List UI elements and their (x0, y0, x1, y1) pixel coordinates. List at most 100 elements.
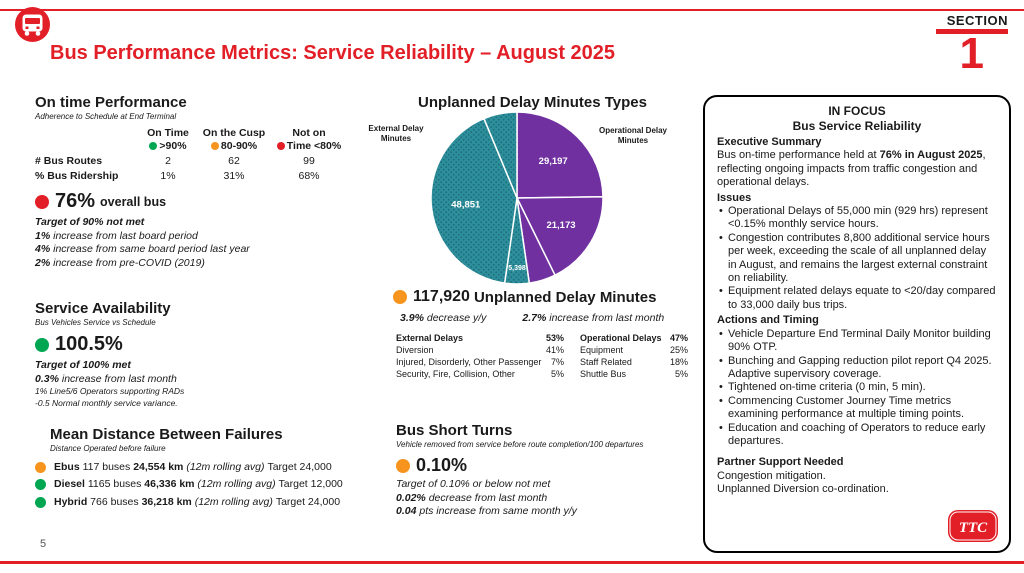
action-item: Education and coaching of Operators to r… (717, 422, 997, 449)
otp-note: 2% increase from pre-COVID (2019) (35, 257, 205, 270)
breakdown-row: Injured, Disorderly, Other Passenger 7% (396, 357, 564, 368)
delay-total-label: Unplanned Delay Minutes (473, 288, 657, 306)
actions-list: Vehicle Departure End Terminal Daily Mon… (717, 328, 997, 449)
bottom-divider (0, 561, 1024, 564)
issues-heading: Issues (717, 191, 752, 204)
external-delays-column: External Delays 53% Diversion 41% Injured,… (396, 333, 564, 380)
operational-delay-label: Operational Delay Minutes (598, 126, 668, 145)
delay-stat: 3.9% decrease y/y (400, 312, 487, 324)
breakdown-row: Staff Related 18% (580, 357, 688, 368)
mdbf-item-diesel: Diesel 1165 buses 46,336 km (12m rolling… (35, 476, 400, 493)
pie-data-label: 48,851 (451, 199, 481, 210)
pie-data-label: 29,197 (539, 156, 568, 167)
otp-headline: 76% overall bus (35, 190, 375, 213)
otp-value: 76% (55, 190, 96, 213)
issue-item: Equipment related delays equate to <20/d… (717, 285, 997, 312)
orange-status-icon (210, 141, 219, 150)
otp-col-on-time: On Time >90% (147, 127, 189, 152)
action-item: Commencing Customer Journey Time metrics… (717, 395, 997, 422)
executive-summary-heading: Executive Summary (717, 136, 822, 148)
availability-small-note: 1% Line5/6 Operators supporting RADs (35, 386, 185, 397)
orange-status-icon (396, 458, 410, 473)
availability-value: 100.5% (55, 333, 123, 355)
pie-chart-svg: 29,197 21,173 5,398 48,851 (430, 111, 604, 285)
action-item: Vehicle Departure End Terminal Daily Mon… (717, 328, 997, 355)
short-turns-heading: Bus Short Turns (396, 422, 513, 439)
pie-slice (515, 195, 604, 277)
short-turns-value: 0.10% (416, 455, 468, 475)
otp-cell: 2 (165, 155, 171, 168)
mdbf-item-hybrid: Hybrid 766 buses 36,218 km (12m rolling … (35, 494, 400, 511)
otp-value-label: overall bus (100, 194, 167, 209)
issues-list: Operational Delays of 55,000 min (929 hr… (717, 205, 997, 312)
short-turns-note: Target of 0.10% or below not met (396, 478, 551, 490)
section-number: 1 (959, 29, 984, 78)
breakdown-row: Security, Fire, Collision, Other 5% (396, 369, 564, 380)
operational-delays-column: Operational Delays 47% Equipment 25% Staff… (580, 333, 688, 380)
short-turns-subheading: Vehicle removed from service before rout… (396, 440, 644, 449)
issue-item: Congestion contributes 8,800 additional … (717, 232, 997, 286)
delay-pie-chart: 29,197 21,173 5,398 48,851 (420, 106, 620, 296)
delay-stats: 3.9% decrease y/y 2.7% increase from las… (400, 312, 664, 326)
otp-note: 4% increase from same board period last … (35, 243, 250, 256)
otp-cell: 1% (160, 170, 176, 183)
on-time-performance-section: On time Performance Adherence to Schedul… (35, 94, 375, 271)
ttc-logo: TTC (947, 509, 999, 547)
availability-small-note: -0.5 Normal monthly service variance. (35, 397, 178, 408)
executive-summary-text: Bus on-time performance held at 76% in A… (717, 149, 986, 189)
short-turns-note: 0.02% decrease from last month (396, 491, 548, 504)
green-status-icon (35, 337, 49, 352)
green-status-icon (35, 479, 46, 491)
mdbf-heading: Mean Distance Between Failures (50, 426, 283, 443)
delay-stat: 2.7% increase from last month (522, 312, 665, 324)
mdbf-subheading: Distance Operated before failure (50, 444, 166, 453)
green-status-icon (149, 141, 158, 150)
orange-status-icon (393, 290, 407, 304)
top-divider (0, 9, 1024, 11)
bus-short-turns-section: Bus Short Turns Vehicle removed from ser… (396, 422, 688, 519)
in-focus-panel: IN FOCUS Bus Service Reliability Executi… (703, 95, 1011, 553)
otp-col-on-cusp: On the Cusp 80-90% (202, 127, 266, 152)
service-availability-heading: Service Availability (35, 300, 171, 317)
delay-breakdown-table: External Delays 53% Diversion 41% Injured,… (396, 332, 688, 381)
otp-note: 1% increase from last board period (35, 229, 198, 242)
otp-table: On Time >90% On the Cusp 80-90% Not on T… (35, 127, 375, 182)
delay-total-headline: 117,920 Unplanned Delay Minutes (393, 288, 656, 306)
on-time-performance-heading: On time Performance (35, 94, 187, 111)
availability-note: Target of 100% met (35, 359, 131, 371)
otp-row-label: % Bus Ridership (35, 170, 119, 183)
otp-row-label: # Bus Routes (35, 155, 103, 168)
partner-support-line: Congestion mitigation. (717, 469, 826, 482)
breakdown-row: Diversion 41% (396, 345, 564, 356)
bus-icon (14, 6, 51, 48)
pie-slice (430, 117, 518, 284)
action-item: Tightened on-time criteria (0 min, 5 min… (717, 381, 997, 395)
short-turns-headline: 0.10% (396, 455, 688, 476)
page-title: Bus Performance Metrics: Service Reliabi… (50, 42, 616, 64)
otp-cell: 31% (223, 170, 245, 183)
partner-support-heading: Partner Support Needed (717, 456, 844, 469)
pie-data-label: 21,173 (546, 220, 575, 231)
page-number: 5 (40, 538, 47, 550)
section-label: SECTION (946, 13, 1008, 28)
svg-text:TTC: TTC (959, 520, 988, 536)
action-item: Bunching and Gapping reduction pilot rep… (717, 355, 997, 382)
otp-note: Target of 90% not met (35, 216, 145, 229)
availability-headline: 100.5% (35, 333, 375, 356)
pie-data-label: 5,398 (508, 265, 526, 272)
otp-cell: 99 (303, 155, 315, 168)
green-status-icon (35, 496, 46, 508)
delay-total-value: 117,920 (413, 288, 470, 305)
pie-slice (482, 111, 518, 199)
mdbf-item-ebus: Ebus 117 buses 24,554 km (12m rolling av… (35, 459, 400, 476)
in-focus-title: IN FOCUS (828, 104, 886, 118)
pie-slice (516, 111, 604, 199)
orange-status-icon (35, 462, 46, 474)
external-delay-label: External Delay Minutes (368, 124, 424, 143)
availability-note: 0.3% increase from last month (35, 372, 177, 385)
red-status-icon (35, 194, 49, 209)
breakdown-row: Equipment 25% (580, 345, 688, 356)
delay-chart-title: Unplanned Delay Minutes Types (418, 94, 647, 111)
in-focus-subtitle: Bus Service Reliability (792, 119, 922, 133)
